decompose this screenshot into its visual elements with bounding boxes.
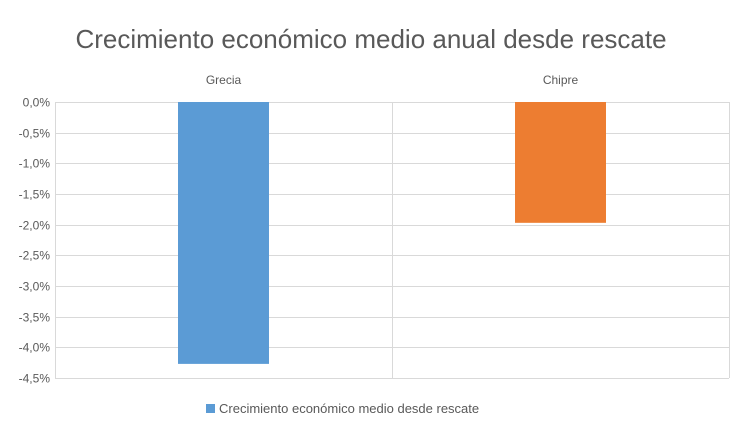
y-tick-label: 0,0% <box>23 96 51 110</box>
gridlines <box>55 102 730 379</box>
y-tick-label: -1,5% <box>19 188 51 202</box>
legend-label: Crecimiento económico medio desde rescat… <box>219 401 479 416</box>
y-tick-label: -3,5% <box>19 311 51 325</box>
y-tick-label: -4,0% <box>19 341 51 355</box>
bar-grecia <box>178 102 269 364</box>
y-tick-label: -2,5% <box>19 249 51 263</box>
bar-chipre <box>515 102 606 223</box>
chart-title: Crecimiento económico medio anual desde … <box>75 24 666 54</box>
y-tick-label: -0,5% <box>19 127 51 141</box>
category-label: Chipre <box>543 73 579 87</box>
category-labels: Grecia Chipre <box>206 73 579 87</box>
y-tick-label: -2,0% <box>19 219 51 233</box>
y-tick-label: -4,5% <box>19 372 51 386</box>
y-tick-label: -3,0% <box>19 280 51 294</box>
legend: Crecimiento económico medio desde rescat… <box>206 401 479 416</box>
legend-swatch <box>206 404 215 413</box>
y-axis-ticks: 0,0% -0,5% -1,0% -1,5% -2,0% -2,5% -3,0% -3,5% -… <box>19 96 51 386</box>
y-tick-label: -1,0% <box>19 157 51 171</box>
bars <box>178 102 606 364</box>
category-label: Grecia <box>206 73 242 87</box>
